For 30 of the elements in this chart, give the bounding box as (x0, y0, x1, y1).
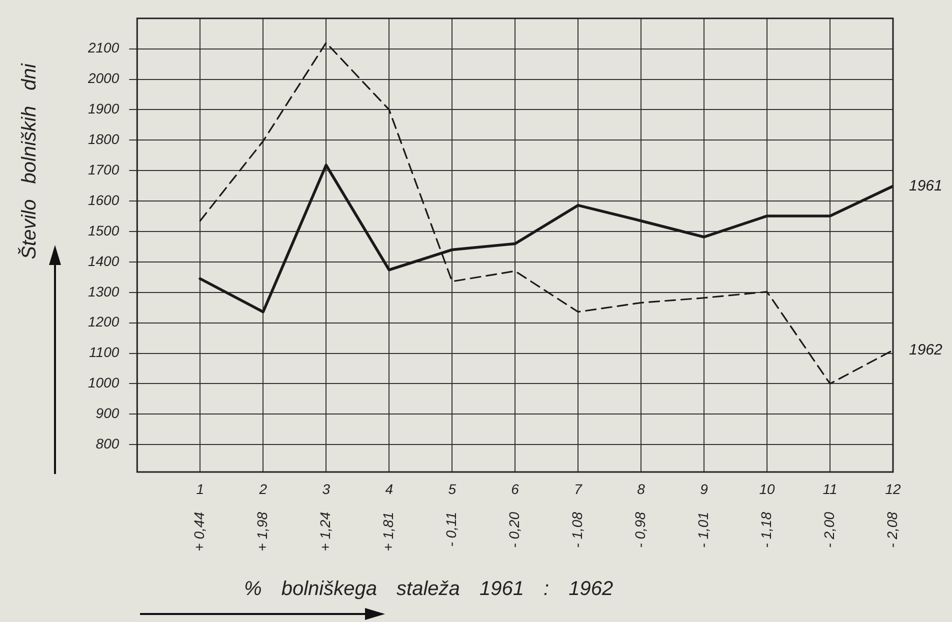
y-tick-label: 1400 (88, 252, 120, 269)
x-tick-label: 9 - 1,01 (694, 480, 711, 548)
x-tick-label: 11 - 2,00 (820, 480, 838, 548)
y-tick-label: 1600 (88, 192, 120, 208)
x-tick-label: 12 - 2,08 (884, 480, 901, 548)
series-label: 1962 (909, 341, 944, 358)
series-label: 1961 (909, 177, 942, 194)
x-tick-label: 6 - 0,20 (506, 480, 522, 548)
y-tick-label: 1900 (88, 100, 120, 117)
x-tick-label: 7 - 1,08 (568, 480, 585, 548)
x-tick-label: 5 - 0,11 (442, 480, 459, 547)
y-tick-label: 1300 (88, 283, 120, 300)
y-tick-label: 1700 (88, 162, 120, 178)
y-tick-label: 2000 (86, 70, 120, 86)
y-tick-label: 1000 (88, 374, 120, 391)
y-tick-label: 800 (96, 435, 120, 452)
y-tick-label: 2100 (86, 40, 120, 56)
x-tick-label: 1 + 0,44 (191, 480, 208, 552)
y-axis-title: Število bolniških dni (18, 62, 42, 262)
x-tick-label: 3 + 1,24 (317, 480, 333, 552)
y-tick-label: 1800 (88, 131, 120, 148)
x-axis-title: % bolniškega staleža 1961 : 1962 (244, 578, 614, 601)
y-tick-label: 1500 (88, 222, 120, 238)
y-tick-label: 1100 (89, 344, 120, 360)
y-tick-label: 900 (96, 405, 120, 422)
y-tick-label: 1200 (88, 314, 120, 330)
x-tick-label: 8 - 0,98 (632, 480, 648, 548)
x-tick-label: 10 - 1,18 (758, 480, 776, 548)
x-tick-label: 2 + 1,98 (254, 480, 270, 552)
x-tick-label: 4 + 1,81 (380, 480, 396, 552)
